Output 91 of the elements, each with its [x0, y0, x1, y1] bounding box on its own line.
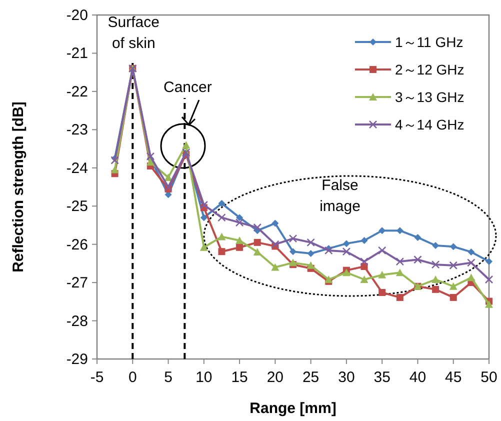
legend-label: 2～12 GHz: [395, 62, 464, 78]
point: [378, 227, 386, 234]
point: [289, 258, 297, 266]
x-tick-label: 25: [302, 369, 320, 386]
x-tick-label: 50: [480, 369, 498, 386]
x-tick-label: 40: [409, 369, 426, 386]
point: [485, 300, 493, 308]
point: [235, 218, 244, 227]
point: [200, 243, 208, 251]
point: [218, 248, 226, 256]
y-tick-label: -23: [66, 122, 88, 139]
point: [432, 242, 440, 249]
x-tick-label: 20: [266, 369, 284, 386]
point: [271, 263, 280, 271]
point: [236, 236, 244, 244]
point: [486, 258, 492, 266]
point: [236, 244, 244, 251]
point: [200, 200, 208, 210]
point: [449, 261, 458, 270]
point: [218, 200, 226, 207]
point: [200, 214, 208, 222]
x-tick-label: 0: [128, 369, 137, 386]
point: [236, 214, 244, 222]
point: [306, 238, 315, 247]
point: [164, 182, 172, 192]
point: [306, 261, 315, 269]
point: [378, 246, 386, 255]
point: [253, 248, 262, 256]
point: [467, 258, 476, 267]
point: [467, 274, 476, 282]
point: [431, 260, 440, 269]
point: [432, 276, 440, 283]
annotation: False image: [320, 177, 360, 215]
legend-label: 3～13 GHz: [395, 89, 464, 105]
y-tick-label: -20: [66, 7, 88, 24]
x-tick-label: 45: [445, 369, 462, 386]
y-tick-label: -24: [66, 160, 88, 177]
point: [342, 247, 351, 256]
ref-line-label: Surface of skin: [108, 14, 160, 52]
x-tick-label: -5: [90, 369, 104, 386]
point: [468, 248, 475, 256]
point: [290, 248, 296, 256]
point: [484, 275, 494, 284]
point: [271, 240, 280, 248]
point: [146, 152, 155, 161]
point: [342, 240, 350, 248]
ref-line-label: Cancer: [163, 79, 212, 96]
y-tick-label: -28: [66, 312, 88, 330]
y-tick-label: -22: [66, 83, 88, 100]
point: [253, 223, 262, 232]
point: [414, 234, 422, 241]
point: [378, 288, 386, 296]
x-tick-label: 10: [196, 369, 212, 386]
y-tick-label: -27: [66, 274, 88, 292]
legend-label: 1～11 GHz: [395, 34, 464, 50]
point: [342, 268, 350, 276]
legend-label: 4～14 GHz: [395, 116, 464, 132]
y-tick-label: -25: [66, 198, 88, 216]
y-tick-label: -21: [66, 45, 88, 62]
point: [450, 294, 457, 301]
point: [182, 140, 190, 148]
point: [432, 286, 440, 293]
point: [307, 250, 314, 258]
x-tick-label: 15: [231, 369, 248, 386]
point: [146, 158, 154, 166]
point: [360, 237, 368, 244]
y-axis-title: Reflection strength [dB]: [10, 102, 27, 272]
point: [360, 276, 368, 283]
point: [396, 227, 404, 234]
point: [324, 246, 333, 255]
x-tick-label: 30: [338, 369, 355, 386]
point: [396, 268, 404, 276]
y-tick-label: -29: [66, 351, 88, 368]
point: [360, 257, 368, 266]
point: [414, 255, 422, 264]
point: [450, 243, 457, 250]
x-tick-label: 5: [164, 369, 172, 386]
point: [396, 294, 404, 301]
x-axis-title: Range [mm]: [250, 400, 336, 417]
y-tick-label: -26: [66, 236, 88, 254]
point: [378, 270, 386, 278]
x-tick-label: 35: [374, 369, 390, 386]
point: [110, 156, 119, 164]
point: [396, 257, 404, 266]
point: [272, 220, 279, 227]
point: [218, 213, 226, 222]
point: [288, 234, 298, 243]
point: [254, 238, 261, 246]
point: [449, 282, 458, 290]
point: [218, 232, 226, 240]
point: [110, 166, 119, 174]
